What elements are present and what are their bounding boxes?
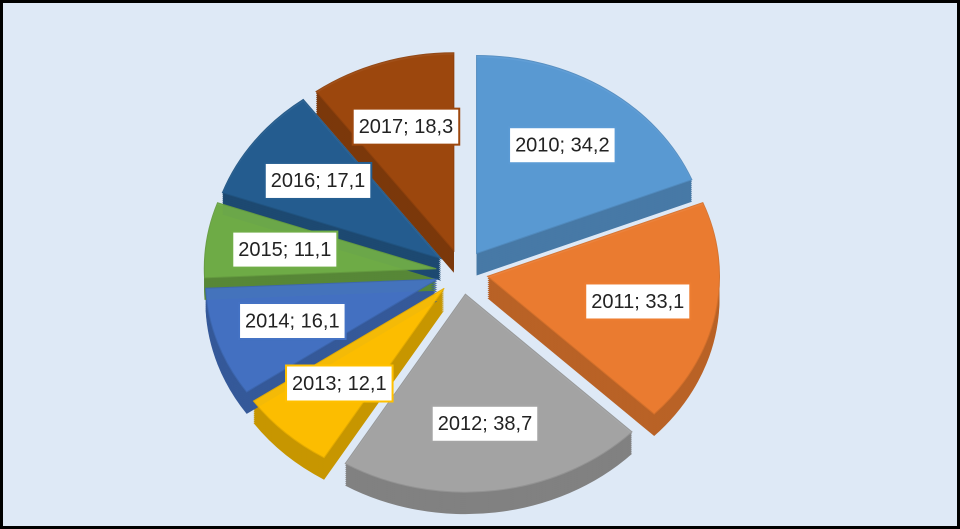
data-label-box (508, 126, 617, 165)
data-label: 2015; 11,1 (238, 239, 331, 261)
pie-slice (344, 293, 633, 493)
data-label: 2010; 34,2 (515, 135, 610, 157)
pie-slice (315, 52, 455, 253)
data-label: 2014; 16,1 (245, 310, 340, 332)
data-label-box (263, 161, 373, 200)
data-label: 2017; 18,3 (359, 116, 454, 138)
data-label: 2011; 33,1 (591, 291, 684, 313)
data-label-box (285, 364, 394, 403)
data-label: 2016; 17,1 (271, 170, 366, 192)
data-label-box (584, 282, 692, 321)
data-label-box (238, 302, 347, 341)
data-label-box (351, 107, 461, 146)
data-label-box (430, 404, 540, 443)
data-label: 2013; 12,1 (292, 373, 387, 395)
data-label-box (231, 230, 339, 269)
data-label: 2012; 38,7 (438, 413, 533, 435)
